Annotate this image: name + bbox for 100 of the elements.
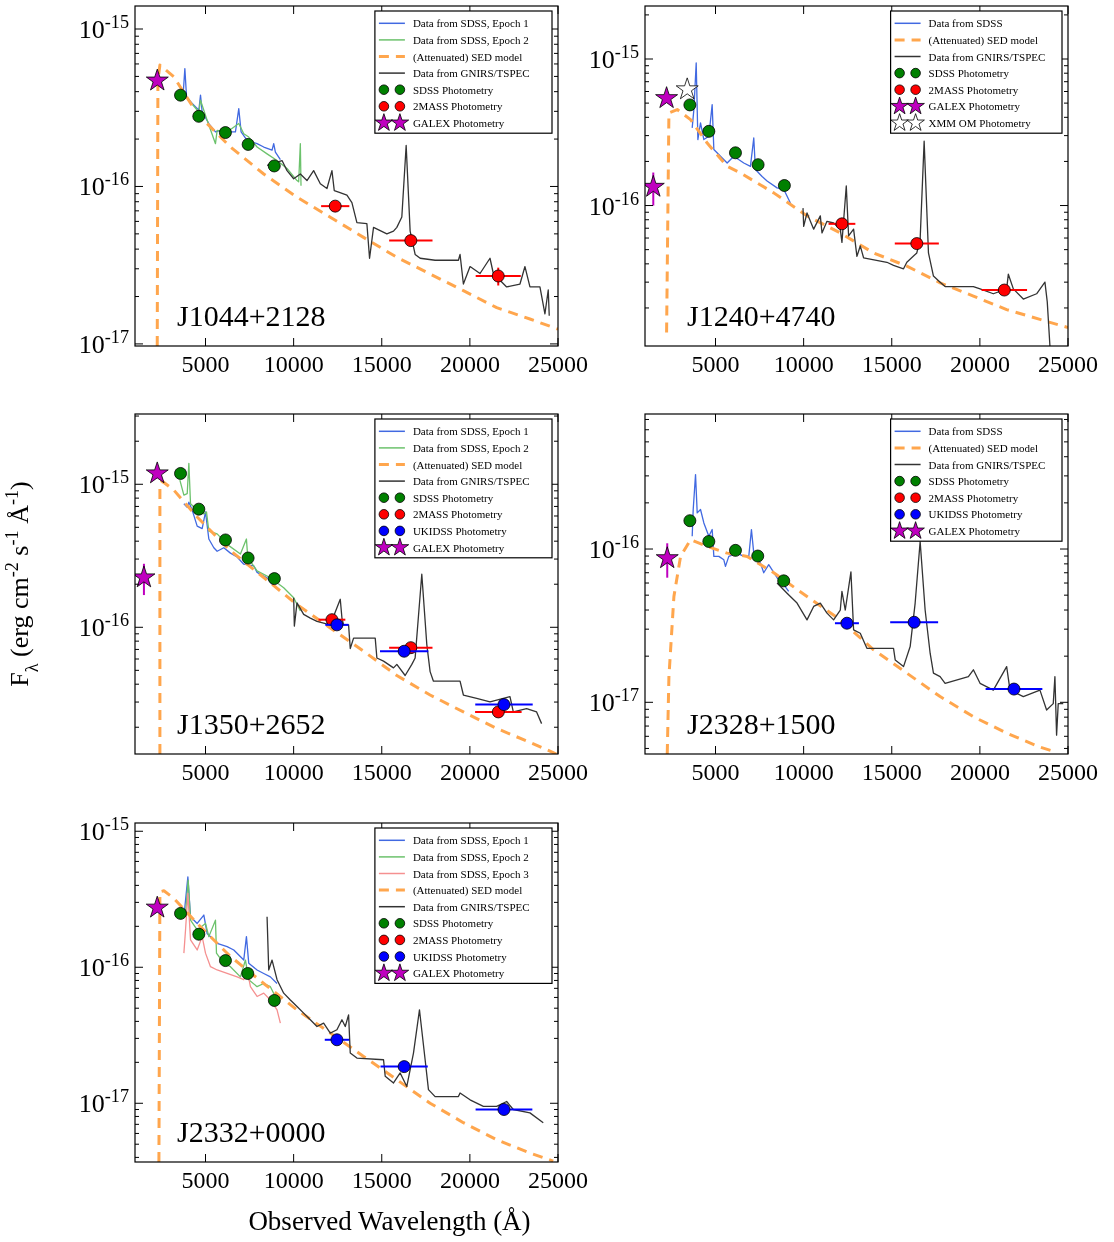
legend-label: GALEX Photometry [928,100,1021,113]
x-tick-label: 10000 [773,759,834,785]
legend-label: Data from SDSS, Epoch 3 [412,867,530,880]
legend-label: Data from SDSS, Epoch 2 [412,441,529,454]
legend-label: (Attenuated) SED model [412,458,523,472]
point [729,543,742,557]
x-tick-label: 15000 [351,1167,412,1193]
point [174,467,187,480]
x-tick-label: 15000 [351,351,412,377]
x-tick-label: 25000 [528,1167,588,1193]
y-tick-label: 10$^{-15}$ [588,42,639,74]
x-tick-label: 15000 [351,759,412,785]
point [491,269,505,283]
y-tick-label: 10$^{-15}$ [78,467,129,500]
point [645,174,665,197]
text: J1240+4740 [687,299,836,332]
x-tick-label: 20000 [439,351,500,377]
legend-label: (Attenuated) SED model [412,50,523,64]
line-series [157,889,555,1162]
legend-label: Data from SDSS, Epoch 1 [412,425,529,438]
text: J2332+0000 [177,1115,326,1148]
x-tick-label: 25000 [528,759,588,785]
legend-label: (Attenuated) SED model [928,441,1038,455]
legend-label: Data from GNIRS/TSPEC [928,458,1046,471]
legend-label: Data from GNIRS/TSPEC [412,900,530,913]
x-tick-label: 10000 [263,1167,324,1193]
point [241,138,255,151]
y-tick-label: 10$^{-15}$ [78,12,129,45]
point [219,954,232,967]
legend-label: GALEX Photometry [412,967,505,980]
point [219,533,232,547]
point [328,199,342,213]
x-tick-label: 10000 [263,351,324,377]
y-tick-label: 10$^{-15}$ [78,814,129,847]
legend-label: SDSS Photometry [928,475,1010,488]
point [1007,682,1021,696]
point [404,234,418,248]
text: J2328+1500 [687,707,836,740]
point [835,217,849,231]
x-axis-title: Observed Wavelength (Å) [248,1206,531,1236]
point [751,158,765,172]
point [174,88,187,102]
point [777,574,791,588]
y-tick-label: 10$^{-17}$ [78,1086,129,1119]
point [174,906,187,920]
legend-label: (Attenuated) SED model [928,33,1038,47]
legend-label: 2MASS Photometry [928,491,1019,504]
point [267,994,281,1007]
y-tick-label: 10$^{-16}$ [78,169,129,202]
point [702,535,716,548]
legend-label: Data from SDSS, Epoch 1 [412,17,529,30]
point [330,618,344,632]
point [997,283,1011,297]
legend-label: UKIDSS Photometry [412,950,508,963]
legend-label: GALEX Photometry [412,541,505,554]
point [397,644,411,658]
x-tick-label: 10000 [263,759,324,785]
point [655,546,679,569]
x-tick-label: 10000 [773,351,834,377]
point [330,1033,344,1047]
legend-label: UKIDSS Photometry [928,508,1023,521]
x-tick-label: 25000 [1038,351,1098,377]
x-tick-label: 15000 [861,759,922,785]
legend-label: 2MASS Photometry [412,100,503,113]
x-tick-label: 20000 [949,759,1010,785]
legend-label: 2MASS Photometry [412,933,503,946]
legend-label: SDSS Photometry [412,491,494,504]
legend-label: Data from GNIRS/TSPEC [412,67,530,80]
x-tick-label: 5000 [181,759,230,785]
point [192,927,206,941]
point [675,77,699,100]
point [777,179,791,192]
text: J1350+2652 [177,707,326,740]
legend-label: UKIDSS Photometry [412,524,508,537]
point [910,237,924,250]
point [840,616,854,630]
point [655,86,678,108]
legend-label: GALEX Photometry [928,524,1021,537]
legend-label: Data from GNIRS/TSPEC [928,50,1046,63]
point [145,895,169,918]
x-tick-label: 5000 [691,351,740,377]
y-tick-label: 10$^{-16}$ [78,950,129,983]
point [267,159,281,173]
legend-label: SDSS Photometry [928,67,1010,80]
y-tick-label: 10$^{-16}$ [78,610,129,643]
x-tick-label: 25000 [1038,759,1098,785]
legend-label: SDSS Photometry [412,917,494,930]
legend-label: 2MASS Photometry [412,508,503,521]
legend-label: (Attenuated) SED model [412,884,523,898]
point [702,124,716,138]
legend-label: Data from SDSS, Epoch 2 [412,33,529,46]
y-tick-label: 10$^{-17}$ [588,685,639,718]
point [241,551,255,565]
point [751,549,765,563]
legend-label: Data from SDSS [928,425,1003,438]
legend-label: SDSS Photometry [412,83,494,96]
point [267,572,281,585]
point [497,698,511,711]
y-tick-label: 10$^{-16}$ [588,188,639,221]
x-tick-label: 5000 [181,1167,230,1193]
